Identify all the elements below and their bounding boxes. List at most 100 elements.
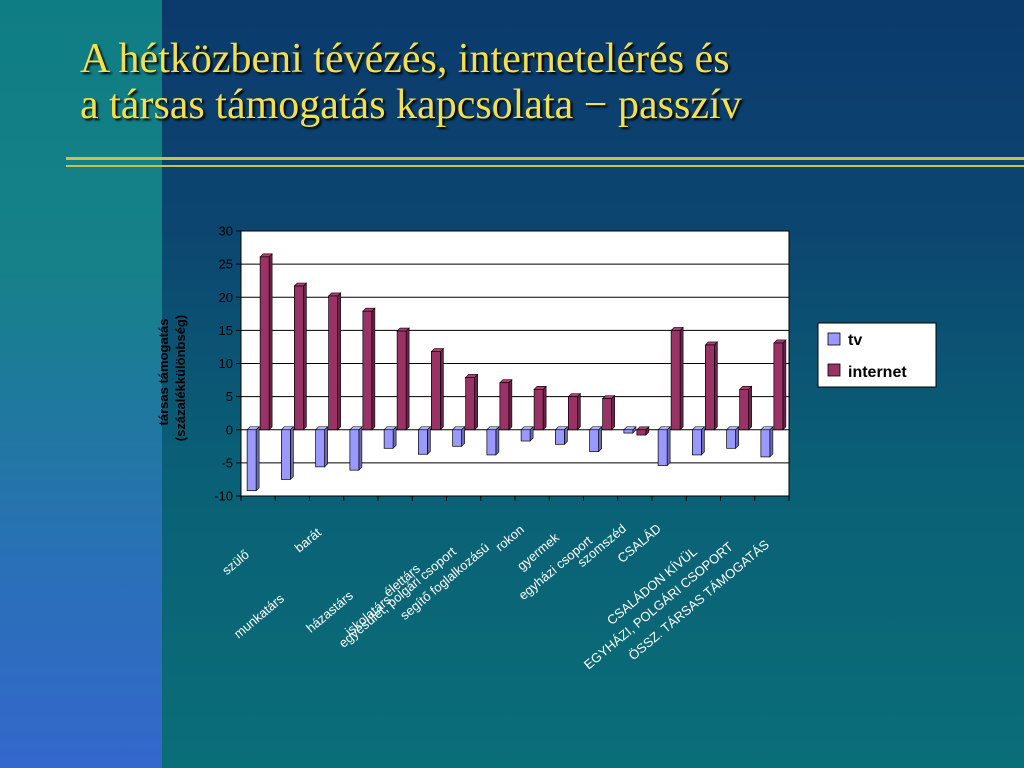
bar-front [589,429,599,452]
bar-front [760,429,771,458]
bar-internet-1 [259,253,273,431]
bar-side [303,282,307,431]
slide-title: A hétközbeni tévézés, internetelérés és … [80,36,1020,128]
slide-title-line2: a társas támogatás kapcsolata − passzív [80,82,742,128]
bar-internet-15 [738,385,753,431]
bar-front [773,342,784,431]
y-axis-label-line2: (százalékkülönbség) [173,315,188,441]
bar-front [349,429,360,471]
x-category-label: egyesület, polgári csoport [336,544,459,651]
bar-tv-14 [691,426,706,456]
bar-internet-13 [670,326,684,431]
title-divider-top [66,157,1024,160]
bar-internet-3 [327,292,342,431]
bar-tv-15 [725,426,740,450]
x-category-label: rokon [492,522,527,554]
bar-front [418,429,428,455]
bar-internet-12 [636,426,650,436]
bar-side [542,385,547,431]
y-tick-label: 5 [226,389,233,404]
bar-side [268,253,273,431]
bar-side [255,426,260,492]
bar-front [499,382,510,431]
bar-internet-7 [464,373,479,431]
bar-front [520,429,531,442]
bar-front [281,429,291,480]
bar-front [259,256,270,431]
legend-swatch-internet [827,363,841,377]
bar-front [670,330,681,431]
y-tick-label: -10 [214,489,233,504]
bar-front [328,295,338,431]
bar-tv-3 [314,426,329,468]
x-category-label: barát [292,525,325,556]
slide-title-line1: A hétközbeni tévézés, internetelérés és [80,36,730,82]
bar-front [362,310,373,431]
bar-front [555,429,565,445]
bar-internet-11 [601,394,616,431]
y-tick-label: 10 [219,356,233,371]
y-axis-label-line1: társas támogatás [156,319,171,426]
bar-front [623,429,634,434]
bar-side [611,394,615,431]
bar-side [324,426,328,468]
bar-front [246,429,257,492]
y-tick-label: 15 [219,323,233,338]
bar-internet-16 [773,339,787,431]
y-tick-label: 20 [219,290,233,305]
bar-front [396,330,407,431]
bar-side [392,426,397,450]
bar-internet-5 [396,327,410,431]
bar-front [726,429,736,449]
bar-tv-7 [451,426,466,448]
legend-swatch-tv [827,332,841,346]
bar-internet-4 [362,307,376,431]
bar-side [577,392,581,431]
y-tick-label: 0 [226,422,233,437]
bar-front [465,377,475,431]
bar-side [358,426,363,471]
bar-tv-4 [349,426,363,471]
bar-side [714,341,718,431]
x-category-label: EGYHÁZI, POLGÁRI CSOPORT [581,539,736,672]
bar-side [748,385,752,431]
bar-side [495,426,500,456]
bar-side [769,426,774,458]
bar-front [636,429,647,436]
bar-side [371,307,376,431]
chart-legend: tv internet [817,322,937,388]
x-category-label: munkatárs [231,590,288,641]
bar-front [602,398,612,431]
bar-tv-13 [657,426,671,467]
bar-front [294,285,304,431]
bar-front [692,429,702,456]
legend-label-internet: internet [848,364,907,381]
bar-side [782,339,787,431]
bar-side [598,426,602,453]
bar-tv-6 [417,426,432,455]
bar-front [486,429,497,456]
x-category-label: szülő [219,547,252,578]
bar-side [701,426,705,456]
bar-side [508,378,513,431]
bar-front [315,429,325,468]
y-tick-label: 25 [219,257,233,272]
bar-internet-10 [567,392,582,431]
left-decor-band [0,0,162,768]
bar-tv-16 [760,426,774,458]
bar-tv-10 [554,426,569,446]
bar-tv-8 [486,426,500,456]
bar-side [405,327,410,431]
bar-internet-8 [499,378,513,431]
bar-side [666,426,671,467]
bar-tv-5 [383,426,397,450]
bar-side [474,373,478,431]
title-divider-bottom [66,165,1024,167]
bar-internet-6 [430,347,445,431]
bar-front [568,396,578,431]
bar-tv-12 [623,426,637,434]
bar-side [679,326,684,431]
bar-side [337,292,341,431]
bar-front [533,388,544,431]
